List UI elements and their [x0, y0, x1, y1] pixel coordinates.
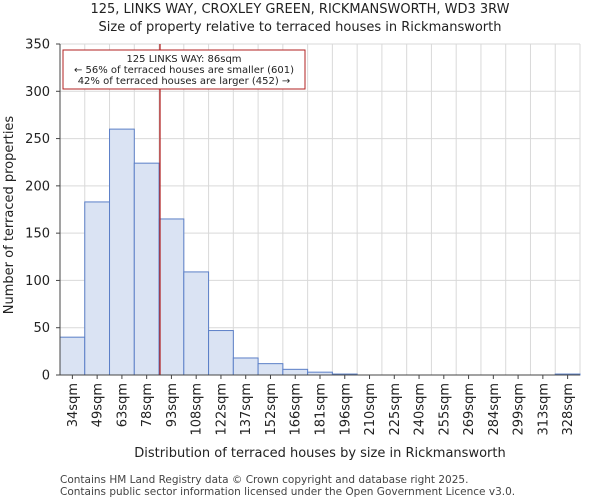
x-tick-label: 108sqm — [190, 383, 205, 436]
x-tick-label: 122sqm — [214, 383, 229, 436]
x-tick-label: 225sqm — [388, 383, 403, 436]
bars — [59, 128, 581, 376]
histogram-chart: 0 50 100 150 200 250 300 350 34sqm 49sqm 63sqm 78s… — [2, 38, 581, 461]
y-tick-labels: 0 50 100 150 200 250 300 350 — [25, 38, 60, 384]
x-tick-label: 210sqm — [363, 383, 378, 436]
x-tick-label: 328sqm — [561, 383, 576, 436]
y-tick-label: 0 — [42, 369, 50, 384]
y-tick-label: 350 — [25, 38, 50, 53]
bar — [208, 330, 234, 376]
bar — [232, 357, 259, 376]
y-tick-label: 100 — [25, 274, 50, 289]
y-tick-label: 50 — [33, 321, 50, 336]
chart-subtitle: Size of property relative to terraced ho… — [98, 20, 502, 35]
x-tick-label: 255sqm — [437, 383, 452, 436]
x-tick-label: 284sqm — [487, 383, 502, 436]
footer-line-2: Contains public sector information licen… — [60, 486, 516, 498]
bar — [133, 162, 160, 376]
y-tick-label: 150 — [25, 227, 50, 242]
bar — [158, 218, 185, 376]
x-tick-label: 137sqm — [239, 383, 254, 436]
x-tick-label: 196sqm — [338, 383, 353, 436]
y-tick-label: 250 — [25, 132, 50, 147]
x-tick-label: 240sqm — [413, 383, 428, 436]
bar — [59, 336, 86, 376]
x-axis-label: Distribution of terraced houses by size … — [134, 446, 505, 461]
annotation-line-1: 125 LINKS WAY: 86sqm — [126, 54, 241, 65]
y-tick-label: 300 — [25, 85, 50, 100]
bar — [282, 368, 309, 376]
bar — [257, 363, 284, 376]
bar — [183, 271, 210, 376]
y-tick-label: 200 — [25, 179, 50, 194]
x-tick-label: 63sqm — [115, 383, 130, 427]
x-tick-label: 299sqm — [512, 383, 527, 436]
x-tick-label: 269sqm — [462, 383, 477, 436]
annotation-line-3: 42% of terraced houses are larger (452) … — [78, 76, 291, 87]
bar — [84, 201, 111, 376]
x-tick-label: 152sqm — [264, 383, 279, 436]
x-tick-label: 166sqm — [289, 383, 304, 436]
annotation-line-2: ← 56% of terraced houses are smaller (60… — [74, 65, 294, 76]
footer-line-1: Contains HM Land Registry data © Crown c… — [60, 474, 469, 486]
y-axis-label: Number of terraced properties — [2, 116, 17, 315]
x-tick-label: 78sqm — [140, 383, 155, 427]
chart-title: 125, LINKS WAY, CROXLEY GREEN, RICKMANSW… — [90, 2, 510, 17]
marker-annotation: 125 LINKS WAY: 86sqm ← 56% of terraced h… — [62, 49, 306, 90]
x-tick-label: 313sqm — [536, 383, 551, 436]
x-tick-labels: 34sqm 49sqm 63sqm 78sqm 93sqm 108sqm 122sqm 137… — [66, 375, 576, 436]
x-tick-label: 49sqm — [91, 383, 106, 427]
bar — [109, 128, 135, 376]
x-tick-label: 34sqm — [66, 383, 81, 427]
x-tick-label: 93sqm — [165, 383, 180, 427]
x-tick-label: 181sqm — [314, 383, 329, 436]
